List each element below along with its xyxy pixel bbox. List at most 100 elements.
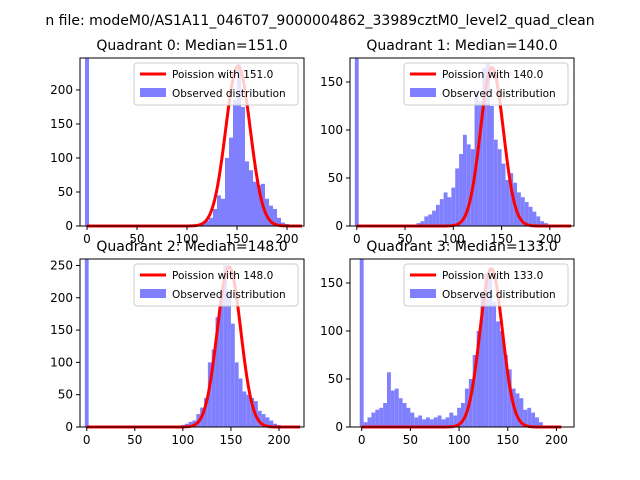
x-tick-label: 0 bbox=[353, 232, 361, 246]
histogram-bar bbox=[204, 397, 208, 427]
y-tick-label: 50 bbox=[58, 388, 73, 402]
histogram-bar bbox=[490, 106, 494, 226]
histogram-bar bbox=[424, 216, 429, 226]
histogram-bar bbox=[249, 170, 253, 226]
histogram-bar bbox=[207, 362, 212, 427]
legend-line-label: Poission with 140.0 bbox=[442, 69, 543, 81]
axes-frame bbox=[349, 57, 575, 227]
histogram-bar bbox=[217, 195, 221, 226]
x-tick-label: 100 bbox=[442, 232, 465, 246]
histogram-bar bbox=[451, 187, 456, 226]
histogram-bar bbox=[486, 62, 490, 226]
histogram-bar bbox=[265, 198, 269, 226]
histogram-bar bbox=[406, 407, 411, 427]
x-tick-label: 200 bbox=[268, 433, 291, 447]
y-tick-label: 100 bbox=[320, 324, 343, 338]
quadrant-2-chart: 0 50 100 150 200 0 50 100 150 200 250 Quadrant 2: M… bbox=[50, 239, 305, 447]
histogram-bar bbox=[273, 208, 277, 226]
histogram-bar bbox=[425, 417, 430, 427]
legend-bar-swatch bbox=[410, 88, 436, 97]
y-tick-label: 0 bbox=[335, 219, 343, 233]
histogram-bar bbox=[221, 198, 225, 226]
histogram-bar bbox=[418, 415, 423, 427]
histogram-bar bbox=[211, 349, 216, 427]
histogram-bar bbox=[528, 206, 533, 226]
x-tick-label: 0 bbox=[358, 433, 366, 447]
histogram-bar bbox=[493, 139, 498, 226]
histogram-bar bbox=[499, 331, 504, 427]
histogram-bar bbox=[480, 292, 485, 427]
legend-bar-swatch bbox=[140, 289, 166, 298]
histogram-bar bbox=[496, 321, 500, 427]
histogram-bar bbox=[478, 101, 483, 226]
histogram-bar bbox=[428, 214, 433, 226]
legend-bar-label: Observed distribution bbox=[172, 289, 286, 301]
histogram-bar bbox=[441, 419, 446, 427]
quadrant-3-chart: 0 50 100 150 200 0 50 100 150 Quadrant 3: Median=… bbox=[320, 239, 575, 447]
x-tick-label: 50 bbox=[127, 433, 142, 447]
y-tick-label: 150 bbox=[320, 75, 343, 89]
legend-box bbox=[403, 263, 569, 307]
histogram-bar bbox=[455, 168, 460, 226]
x-tick-label: 50 bbox=[129, 232, 144, 246]
histogram-bar bbox=[229, 137, 233, 226]
histogram-bar bbox=[371, 412, 376, 427]
histogram-bar bbox=[233, 100, 237, 226]
y-tick-label: 150 bbox=[320, 276, 343, 290]
x-tick-label: 0 bbox=[83, 433, 91, 447]
histogram-bar bbox=[447, 197, 452, 226]
histogram-bar bbox=[482, 67, 487, 226]
x-tick-label: 200 bbox=[276, 232, 299, 246]
histogram-bar bbox=[538, 422, 543, 427]
histogram-bar bbox=[277, 217, 281, 226]
histogram-bar bbox=[265, 417, 270, 427]
histogram-bar bbox=[484, 273, 489, 427]
x-tick-label: 100 bbox=[176, 232, 199, 246]
histogram-bar bbox=[215, 317, 220, 427]
y-tick-label: 50 bbox=[328, 171, 343, 185]
histogram-bar bbox=[390, 390, 395, 427]
x-tick-label: 200 bbox=[538, 232, 561, 246]
histogram-bar bbox=[273, 423, 278, 427]
histogram-bar bbox=[507, 369, 512, 427]
y-tick-label: 150 bbox=[50, 323, 73, 337]
y-tick-label: 100 bbox=[50, 355, 73, 369]
histogram-bar bbox=[523, 409, 528, 427]
histogram-bar bbox=[515, 393, 520, 427]
histogram-bar bbox=[383, 403, 388, 427]
histogram-bar bbox=[359, 259, 364, 427]
x-tick-label: 150 bbox=[219, 433, 242, 447]
y-tick-label: 0 bbox=[335, 420, 343, 434]
histogram-bar bbox=[532, 211, 537, 226]
histogram-bar bbox=[394, 388, 399, 427]
legend-bar-label: Observed distribution bbox=[172, 88, 286, 100]
histogram-bar bbox=[457, 407, 462, 427]
histogram-bar bbox=[227, 291, 231, 427]
histogram-bar bbox=[213, 208, 217, 226]
histogram-bar bbox=[517, 192, 521, 226]
axes-frame bbox=[79, 258, 305, 428]
legend-box bbox=[133, 62, 299, 106]
histogram-bar bbox=[237, 64, 241, 226]
legend-bar-swatch bbox=[140, 88, 166, 97]
y-tick-label: 0 bbox=[65, 420, 73, 434]
quadrant-1-chart: 0 50 100 150 200 0 50 100 150 Quadrant 1: Median=… bbox=[320, 38, 575, 246]
axes-frame bbox=[79, 57, 305, 227]
histogram-bar bbox=[209, 217, 213, 226]
x-tick-label: 50 bbox=[403, 433, 418, 447]
histogram-bar bbox=[437, 415, 442, 427]
histogram-bar bbox=[453, 415, 458, 427]
histogram-bar bbox=[462, 134, 467, 226]
histogram-bar bbox=[242, 391, 247, 427]
histogram-bar bbox=[488, 278, 493, 427]
histogram-bar bbox=[379, 407, 384, 427]
histogram-bar bbox=[387, 372, 391, 427]
y-tick-label: 200 bbox=[50, 83, 73, 97]
histogram-bar bbox=[509, 173, 514, 226]
histogram-bar bbox=[250, 397, 255, 427]
histogram-bar bbox=[466, 144, 471, 226]
quadrant-title: Quadrant 3: Median=133.0 bbox=[366, 239, 557, 255]
x-tick-label: 150 bbox=[496, 433, 519, 447]
histogram-bar bbox=[257, 410, 262, 427]
